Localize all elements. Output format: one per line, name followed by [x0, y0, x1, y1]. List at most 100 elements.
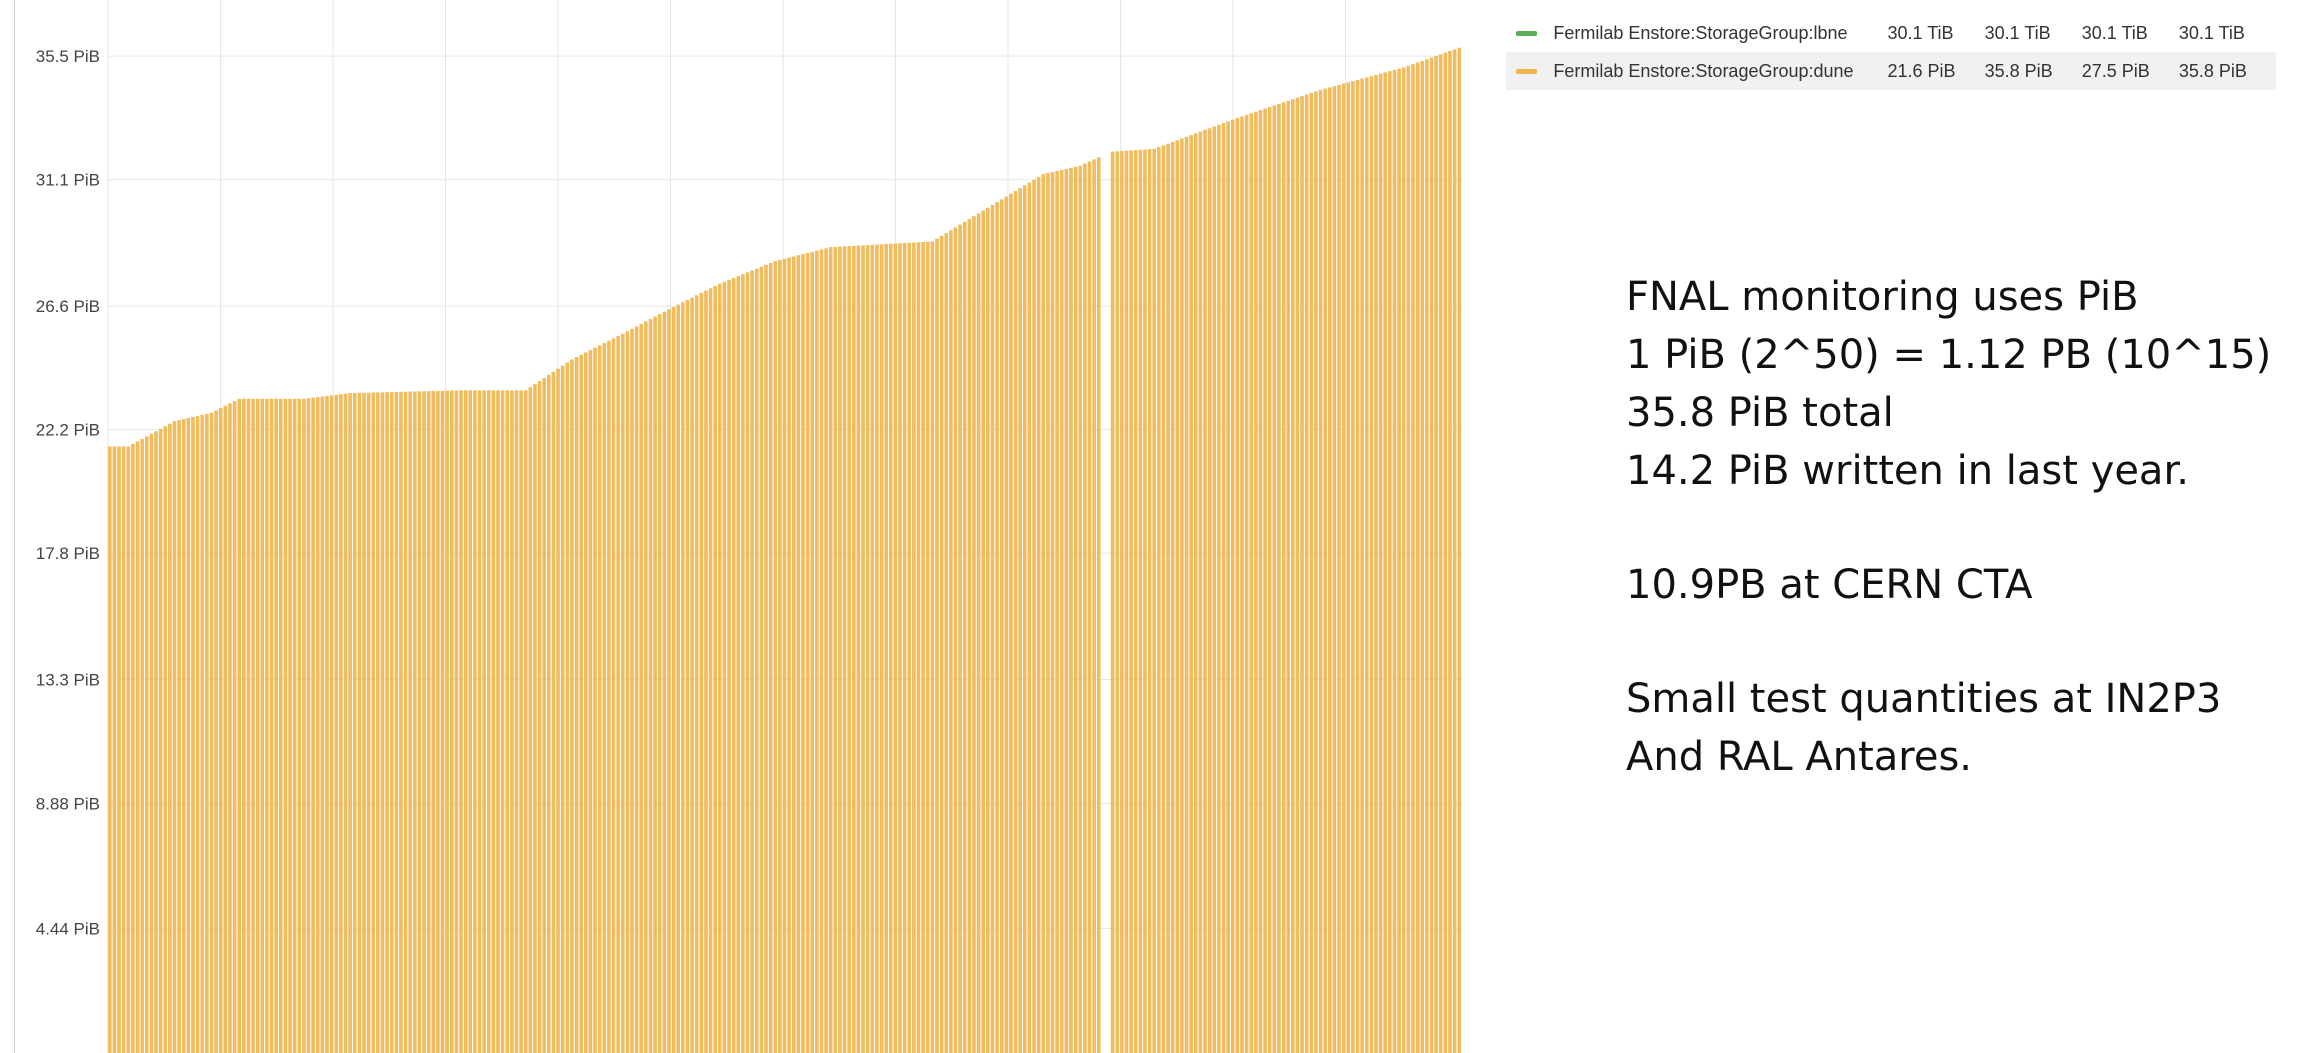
bar [1064, 168, 1069, 1053]
bar [893, 243, 898, 1053]
bar [228, 403, 232, 1053]
bar [999, 199, 1004, 1053]
bar [791, 256, 796, 1053]
bar [1388, 71, 1392, 1053]
bar [1434, 55, 1438, 1053]
spacer [1626, 500, 2286, 556]
bar [1337, 84, 1341, 1053]
bar [1383, 72, 1388, 1053]
bar [1193, 133, 1198, 1053]
bar [912, 242, 916, 1053]
legend-table: Fermilab Enstore:StorageGroup:lbne 30.1 … [1506, 14, 2276, 90]
legend-series-name: Fermilab Enstore:StorageGroup:lbne [1553, 22, 1848, 43]
bar [967, 219, 972, 1053]
bar [533, 384, 537, 1053]
bar [1055, 170, 1059, 1053]
bar [172, 421, 177, 1053]
bar [1332, 86, 1337, 1053]
bar [408, 391, 412, 1053]
bar [449, 390, 454, 1053]
bar [302, 398, 306, 1053]
bar [833, 246, 838, 1053]
bar [1175, 140, 1180, 1053]
bar [274, 398, 278, 1053]
bar [930, 241, 935, 1053]
bar [126, 446, 131, 1053]
bar [1096, 157, 1101, 1053]
bar [1170, 141, 1175, 1053]
bar [639, 323, 644, 1053]
bar [852, 245, 856, 1053]
bar [1022, 185, 1027, 1053]
bar [158, 428, 163, 1053]
legend-swatch-lbne [1516, 30, 1538, 36]
bar [856, 245, 861, 1053]
bar [1374, 74, 1378, 1053]
bar [1244, 114, 1249, 1053]
bar [399, 391, 403, 1053]
bar [838, 246, 842, 1053]
bar [537, 381, 542, 1053]
bar [828, 247, 833, 1053]
legend-row-dune[interactable]: Fermilab Enstore:StorageGroup:dune 21.6 … [1506, 52, 2276, 90]
bar [1392, 69, 1397, 1053]
bar [1078, 165, 1083, 1053]
bar [1032, 179, 1036, 1053]
bar [1346, 82, 1351, 1053]
bar [325, 395, 329, 1053]
bar [149, 433, 154, 1053]
bar [1249, 113, 1254, 1053]
bar [1013, 190, 1018, 1053]
bar [1411, 64, 1415, 1053]
bar [597, 345, 602, 1053]
bar [251, 398, 255, 1053]
bar [440, 390, 445, 1053]
bar [717, 283, 722, 1053]
bar [1083, 163, 1087, 1053]
bar [556, 368, 560, 1053]
bar [1207, 128, 1212, 1053]
bar [329, 395, 334, 1053]
bar [570, 359, 574, 1053]
bar [713, 285, 717, 1053]
legend-value-max: 30.1 TiB [1984, 22, 2051, 43]
bar [445, 390, 449, 1053]
bar [436, 390, 440, 1053]
bar [898, 243, 902, 1053]
bar [972, 216, 976, 1053]
bar [1254, 111, 1258, 1053]
y-tick-label: 26.6 PiB [36, 297, 100, 316]
bar [1355, 79, 1360, 1053]
bar [634, 326, 639, 1053]
bar [1166, 143, 1170, 1053]
bar [385, 392, 389, 1053]
bar [473, 390, 477, 1053]
note-line: 14.2 PiB written in last year. [1626, 448, 2189, 494]
bar [1230, 119, 1235, 1053]
bar [1457, 47, 1461, 1053]
bar [181, 419, 186, 1053]
bar [616, 336, 620, 1053]
bar [1341, 83, 1346, 1053]
bar [413, 391, 417, 1053]
legend-row-lbne[interactable]: Fermilab Enstore:StorageGroup:lbne 30.1 … [1506, 14, 2276, 52]
bar [935, 238, 939, 1053]
bar [1323, 88, 1327, 1053]
bar [362, 392, 366, 1053]
bar [366, 392, 371, 1053]
legend-value-last: 30.1 TiB [2178, 22, 2245, 43]
bar [1295, 97, 1300, 1053]
bar [1092, 159, 1096, 1053]
bar [255, 398, 260, 1053]
bar [1235, 117, 1240, 1053]
bar [1161, 145, 1166, 1053]
bar [278, 398, 283, 1053]
bar [981, 210, 986, 1053]
note-line: 10.9PB at CERN CTA [1626, 562, 2033, 608]
bar [242, 398, 246, 1053]
note-line: 35.8 PiB total [1626, 390, 1894, 436]
bar [514, 390, 519, 1053]
legend-value-last: 35.8 PiB [2178, 60, 2247, 81]
bar [685, 299, 690, 1053]
bar [1263, 108, 1267, 1053]
